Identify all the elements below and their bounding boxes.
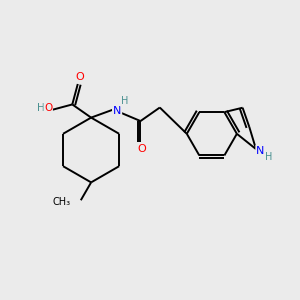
Text: H: H [265, 152, 272, 162]
Text: N: N [256, 146, 265, 156]
Text: CH₃: CH₃ [52, 197, 70, 207]
Text: O: O [44, 103, 52, 112]
Text: N: N [113, 106, 121, 116]
Text: O: O [75, 73, 84, 82]
Text: H: H [37, 103, 44, 112]
Text: O: O [138, 144, 146, 154]
Text: H: H [121, 96, 128, 106]
